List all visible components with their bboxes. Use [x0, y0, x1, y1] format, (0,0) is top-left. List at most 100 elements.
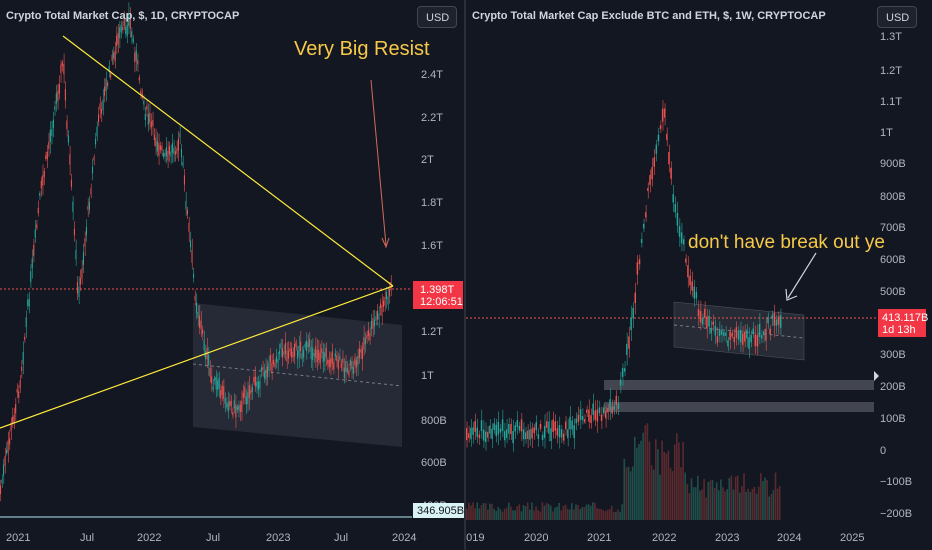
volume-bar [550, 505, 552, 520]
left-chart-panel[interactable]: Very Big Resist 2.4T 2.2T 2T 1.8T 1.6T 1.2T 1T… [0, 0, 464, 550]
volume-bar [640, 440, 642, 520]
left-x-tick: 2022 [137, 532, 161, 544]
volume-bar [642, 432, 644, 520]
volume-bar [575, 504, 577, 520]
candle-body [565, 421, 567, 430]
candle-body [138, 77, 140, 81]
right-scroll-arrow-icon[interactable] [874, 371, 879, 381]
left-currency-button[interactable]: USD [417, 6, 457, 28]
candle-body [628, 336, 630, 349]
volume-bar [514, 510, 516, 520]
volume-bar [594, 502, 596, 520]
candle-body [54, 106, 56, 111]
candle-body [533, 427, 535, 433]
candle-body [202, 329, 204, 335]
right-zone-lower[interactable] [604, 402, 874, 412]
candle-body [18, 391, 20, 398]
candle-body [619, 379, 622, 386]
candle-body [84, 238, 86, 247]
right-y-tick: 1T [880, 127, 893, 139]
right-zone-upper[interactable] [604, 380, 874, 390]
candle-body [325, 347, 327, 358]
right-annotation-arrow[interactable] [787, 252, 817, 299]
candle-body [93, 157, 95, 161]
candle-body [379, 303, 381, 308]
candle-body [226, 403, 228, 408]
candle-body [105, 78, 107, 91]
right-chart-canvas[interactable]: don't have break out ye 1.3T 1.2T 1.1T 1T 90… [466, 0, 932, 550]
candle-body [235, 404, 237, 418]
right-chart-panel[interactable]: don't have break out ye 1.3T 1.2T 1.1T 1T 90… [466, 0, 932, 550]
left-price-label: 1.398T [420, 284, 455, 296]
candle-body [268, 362, 270, 372]
candle-body [131, 31, 133, 38]
candle-body [259, 381, 261, 389]
candle-body [189, 240, 192, 248]
volume-bar [728, 478, 731, 520]
left-annotation-arrow[interactable] [370, 79, 387, 246]
candle-body [381, 304, 383, 316]
panel-divider[interactable] [464, 0, 466, 550]
candle-body [375, 316, 377, 321]
candle-body [626, 343, 628, 355]
right-volume-bars [466, 423, 781, 520]
candle-body [239, 404, 241, 413]
volume-bar [556, 506, 558, 520]
volume-bar [520, 511, 523, 520]
candle-body [36, 224, 38, 229]
candle-body [149, 112, 151, 123]
right-y-tick: −100B [880, 476, 912, 488]
left-channel-rect [193, 303, 402, 447]
volume-bar [568, 509, 571, 520]
candle-body [224, 397, 226, 404]
candle-body [230, 400, 232, 406]
volume-bar [592, 502, 594, 520]
volume-bar [638, 443, 640, 520]
candle-body [0, 485, 2, 495]
candle-body [153, 134, 155, 141]
volume-bar [497, 506, 500, 520]
candle-body [45, 155, 47, 160]
left-chart-canvas[interactable]: Very Big Resist 2.4T 2.2T 2T 1.8T 1.6T 1.2T 1T… [0, 0, 464, 550]
candle-body [123, 18, 125, 27]
candle-body [223, 386, 225, 399]
right-y-tick: 1.1T [880, 96, 902, 108]
right-x-axis[interactable]: 2019 2020 2021 2022 2023 2024 2025 [466, 532, 864, 544]
left-y-tick: 1.2T [421, 326, 443, 338]
candle-body [177, 138, 179, 151]
left-resistance-trendline[interactable] [62, 35, 394, 287]
candle-body [573, 425, 575, 439]
left-x-axis[interactable]: 2021 Jul 2022 Jul 2023 Jul 2024 [6, 532, 416, 544]
right-x-tick: 2019 [466, 532, 484, 544]
right-y-axis[interactable]: 1.3T 1.2T 1.1T 1T 900B 800B 700B 600B 500B 300B 20… [880, 31, 912, 520]
candle-body [128, 13, 130, 26]
volume-bar [766, 480, 768, 520]
right-annotation-text[interactable]: don't have break out ye [688, 232, 885, 253]
candle-body [680, 232, 683, 244]
candle-body [706, 316, 708, 329]
volume-bar [537, 510, 539, 520]
left-x-tick: Jul [334, 532, 348, 544]
candle-body [318, 349, 320, 361]
volume-bar [764, 477, 766, 520]
candle-body [605, 411, 607, 419]
candle-body [188, 222, 190, 232]
candle-body [278, 350, 280, 354]
left-support-trendline[interactable] [0, 285, 394, 429]
volume-bar [581, 507, 584, 520]
candle-body [182, 161, 184, 167]
candle-body [233, 400, 235, 409]
candle-body [685, 258, 687, 263]
volume-bar [476, 502, 479, 520]
volume-bar [510, 506, 512, 520]
candle-body [183, 175, 185, 185]
right-y-tick: 600B [880, 254, 906, 266]
candle-body [217, 380, 219, 390]
volume-bar [478, 508, 481, 520]
right-currency-button[interactable]: USD [877, 6, 917, 28]
volume-bar [589, 505, 592, 520]
candle-body [539, 423, 542, 429]
candle-body [659, 125, 662, 129]
candle-body [348, 370, 350, 376]
left-annotation-text[interactable]: Very Big Resist [294, 38, 430, 60]
